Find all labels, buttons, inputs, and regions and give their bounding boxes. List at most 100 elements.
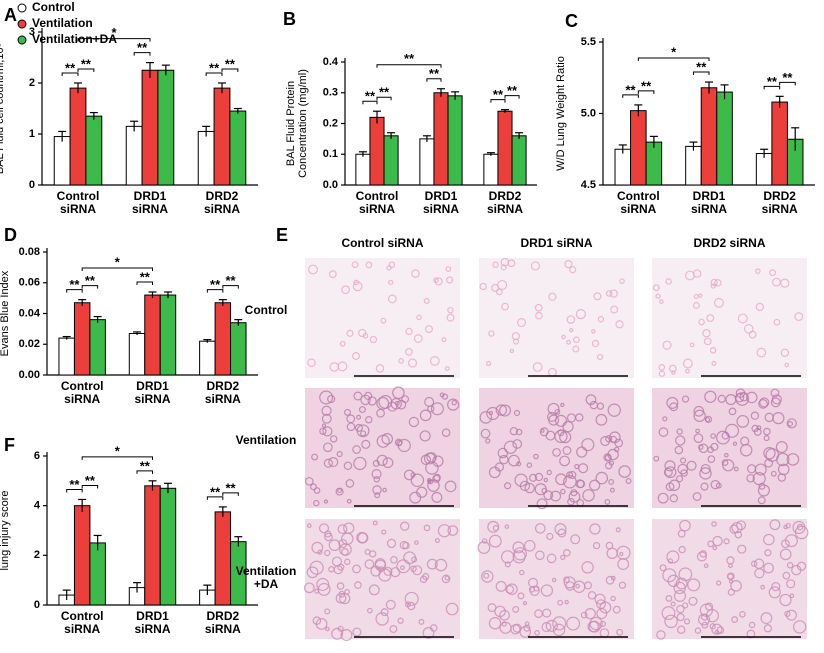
tissue-texture (592, 541, 601, 550)
tissue-texture (760, 584, 766, 590)
y-tick-label: 4.5 (581, 179, 596, 191)
tissue-texture (346, 498, 352, 504)
tissue-texture (763, 624, 773, 633)
tissue-texture (352, 281, 363, 292)
legend-label: Control (32, 0, 75, 14)
tissue-texture (572, 580, 586, 593)
tissue-texture (658, 364, 666, 371)
tissue-texture (364, 548, 371, 555)
tissue-texture (424, 396, 435, 407)
tissue-texture (750, 560, 758, 567)
bar (85, 115, 103, 186)
column-header-box: Control siRNA (342, 237, 424, 250)
tissue-texture (736, 414, 750, 428)
tissue-texture (408, 416, 420, 428)
tissue-texture (367, 396, 377, 406)
x-tick-label: DRD1 siRNA (134, 380, 171, 406)
tissue-texture (748, 621, 756, 629)
y-tick-label: 4 (34, 500, 41, 512)
tissue-texture (596, 608, 608, 620)
tissue-texture (519, 626, 532, 638)
tissue-texture (317, 549, 323, 555)
tissue-texture (733, 466, 739, 472)
tissue-texture (559, 431, 572, 444)
tissue-texture (723, 452, 729, 458)
tissue-texture (564, 259, 573, 269)
tissue-texture (608, 479, 615, 485)
tissue-texture (686, 460, 697, 471)
tissue-texture (560, 554, 566, 560)
tissue-texture (615, 527, 621, 533)
tissue-texture (709, 347, 717, 354)
tissue-texture (669, 364, 677, 373)
tissue-texture (717, 394, 726, 403)
tissue-texture (316, 577, 330, 591)
tissue-texture (486, 406, 500, 421)
tissue-texture (529, 473, 538, 482)
tissue-texture (422, 627, 435, 639)
row-label-box: Ventilation +DA (236, 565, 297, 591)
tissue-texture (345, 479, 355, 488)
tissue-texture (429, 624, 438, 632)
tissue-texture (793, 620, 807, 634)
x-tick-label-box: DRD2 siRNA (204, 190, 240, 216)
tissue-texture (678, 545, 686, 554)
tissue-texture (400, 565, 405, 571)
tissue-texture (426, 558, 438, 570)
tissue-texture (732, 441, 738, 446)
tissue-texture (447, 525, 459, 536)
tissue-texture (322, 426, 333, 437)
tissue-texture (736, 520, 746, 531)
tissue-texture (739, 610, 746, 618)
tissue-texture (358, 406, 366, 414)
tissue-texture (561, 334, 566, 340)
bar (229, 110, 247, 186)
tissue-texture (547, 411, 558, 422)
tissue-texture (557, 528, 567, 538)
significance-bracket (779, 81, 796, 86)
tissue-texture (546, 469, 552, 476)
tissue-texture (607, 403, 621, 417)
tissue-texture (535, 550, 545, 561)
tissue-texture (581, 438, 595, 452)
tissue-texture (532, 362, 543, 372)
tissue-texture (605, 541, 614, 550)
tissue-texture (679, 519, 691, 532)
tissue-texture (541, 622, 552, 633)
tissue-texture (605, 290, 613, 297)
tissue-texture (609, 487, 615, 493)
tissue-texture (343, 408, 352, 416)
tissue-texture (676, 428, 683, 435)
significance-label: ** (429, 66, 440, 81)
tissue-texture (655, 293, 661, 299)
legend-label: Ventilation (32, 16, 93, 30)
tissue-texture (427, 477, 432, 483)
tissue-texture (481, 538, 488, 544)
tissue-texture (416, 314, 422, 321)
tissue-texture (775, 440, 788, 454)
significance-bracket (133, 52, 151, 56)
tissue-texture (382, 457, 394, 469)
tissue-texture (563, 549, 571, 557)
tissue-texture (413, 334, 423, 343)
tissue-texture (706, 314, 715, 323)
tissue-texture (361, 439, 371, 449)
bar (197, 130, 215, 186)
tissue-texture (400, 521, 410, 531)
significance-bracket (622, 94, 639, 98)
bar (159, 487, 177, 606)
y-axis-label-box: lung injury score (0, 490, 11, 570)
tissue-texture (530, 261, 541, 271)
significance-label: ** (225, 56, 236, 71)
tissue-texture (763, 435, 770, 442)
tissue-texture (339, 543, 352, 556)
tissue-texture (343, 461, 353, 471)
tissue-texture (619, 278, 625, 284)
tissue-texture (770, 470, 777, 477)
legend-label: Ventilation+DA (32, 32, 117, 46)
tissue-texture (328, 270, 337, 279)
tissue-texture (784, 610, 791, 617)
tissue-texture (434, 558, 448, 572)
significance-label: ** (209, 60, 220, 75)
legend-marker (17, 35, 27, 45)
